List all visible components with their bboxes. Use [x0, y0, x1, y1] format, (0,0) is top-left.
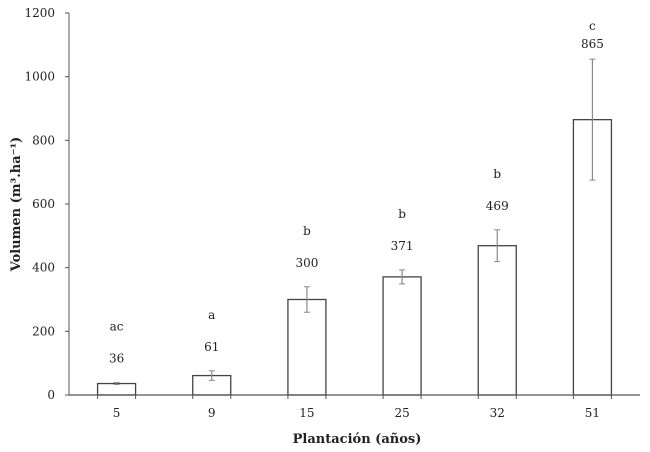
bar	[477, 245, 517, 396]
x-tick-label: 32	[490, 406, 505, 420]
bar	[96, 382, 137, 396]
bar	[382, 276, 422, 396]
significance-letter: ac	[110, 320, 124, 334]
y-tick-label: 0	[47, 388, 55, 402]
x-tick-label: 15	[299, 406, 314, 420]
y-tick-label: 600	[32, 197, 55, 211]
y-tick-label: 400	[32, 261, 55, 275]
y-tick-label: 1200	[24, 6, 55, 20]
y-axis-label: Volumen (m³.ha⁻¹)	[9, 137, 24, 273]
value-label: 36	[109, 352, 124, 366]
value-label: 300	[295, 256, 318, 270]
significance-letter: a	[208, 308, 215, 322]
significance-letter: c	[589, 19, 596, 33]
y-tick-label: 800	[32, 133, 55, 147]
x-axis: 5 9 15 25 32 51	[69, 394, 640, 420]
value-label: 371	[391, 239, 414, 253]
y-axis: 0 200 400 600 800 1000 1200	[24, 6, 70, 402]
value-label: 61	[204, 340, 219, 354]
value-label: 469	[486, 199, 509, 213]
x-tick-label: 9	[208, 406, 216, 420]
significance-letter: b	[493, 167, 501, 181]
y-tick-label: 1000	[24, 70, 55, 84]
x-tick-label: 51	[585, 406, 600, 420]
significance-letter: b	[398, 207, 406, 221]
x-tick-label: 25	[394, 406, 409, 420]
value-label: 865	[581, 37, 604, 51]
x-axis-label: Plantación (años)	[293, 432, 422, 447]
significance-letter: b	[303, 224, 311, 238]
y-tick-label: 200	[32, 324, 55, 338]
bars: 36 ac 61 a 300 b 371 b 469 b 865 c	[96, 19, 613, 396]
bar	[287, 298, 327, 396]
x-tick-label: 5	[113, 406, 121, 420]
